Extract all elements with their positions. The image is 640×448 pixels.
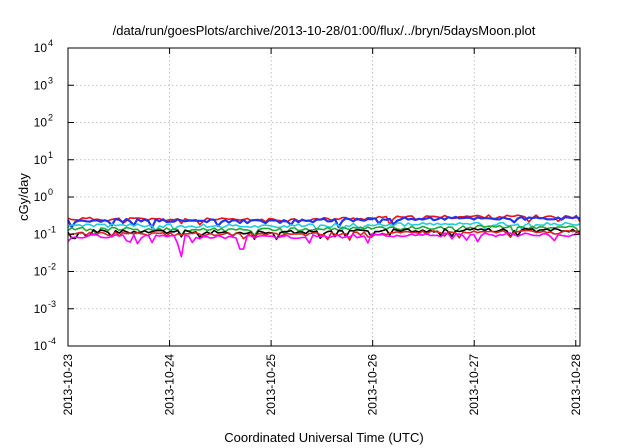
y-tick-label: 100 [34, 187, 53, 204]
y-tick-label: 10-3 [34, 299, 56, 316]
y-tick-label: 101 [34, 150, 53, 167]
y-tick-label: 103 [34, 75, 53, 92]
ticks [67, 47, 580, 347]
x-axis-label: Coordinated Universal Time (UTC) [224, 430, 423, 445]
x-tick-label: 2013-10-24 [163, 354, 177, 416]
y-tick-label: 10-1 [34, 224, 56, 241]
series-line-6 [67, 229, 581, 241]
series-group [67, 214, 581, 258]
grid [68, 48, 580, 346]
y-tick-label: 102 [34, 113, 53, 130]
x-tick-label: 2013-10-28 [569, 354, 583, 416]
series-line-2 [67, 215, 581, 229]
series-line-4 [67, 224, 581, 237]
chart-title: /data/run/goesPlots/archive/2013-10-28/0… [113, 23, 536, 38]
y-axis-label: cGy/day [16, 173, 31, 221]
x-tick-label: 2013-10-25 [264, 354, 278, 416]
y-tick-labels: 10-4 10-3 10-2 10-1 100 101 102 103 104 [34, 38, 56, 353]
x-tick-label: 2013-10-27 [467, 354, 481, 416]
y-tick-label: 10-2 [34, 262, 56, 279]
x-tick-label: 2013-10-23 [61, 354, 75, 416]
x-tick-labels: 2013-10-23 2013-10-24 2013-10-25 2013-10-26… [61, 354, 583, 416]
x-tick-label: 2013-10-26 [366, 354, 380, 416]
y-tick-label: 10-4 [34, 336, 56, 353]
y-tick-label: 104 [34, 38, 53, 55]
series-line-3 [67, 221, 581, 232]
series-line-7 [67, 232, 581, 258]
